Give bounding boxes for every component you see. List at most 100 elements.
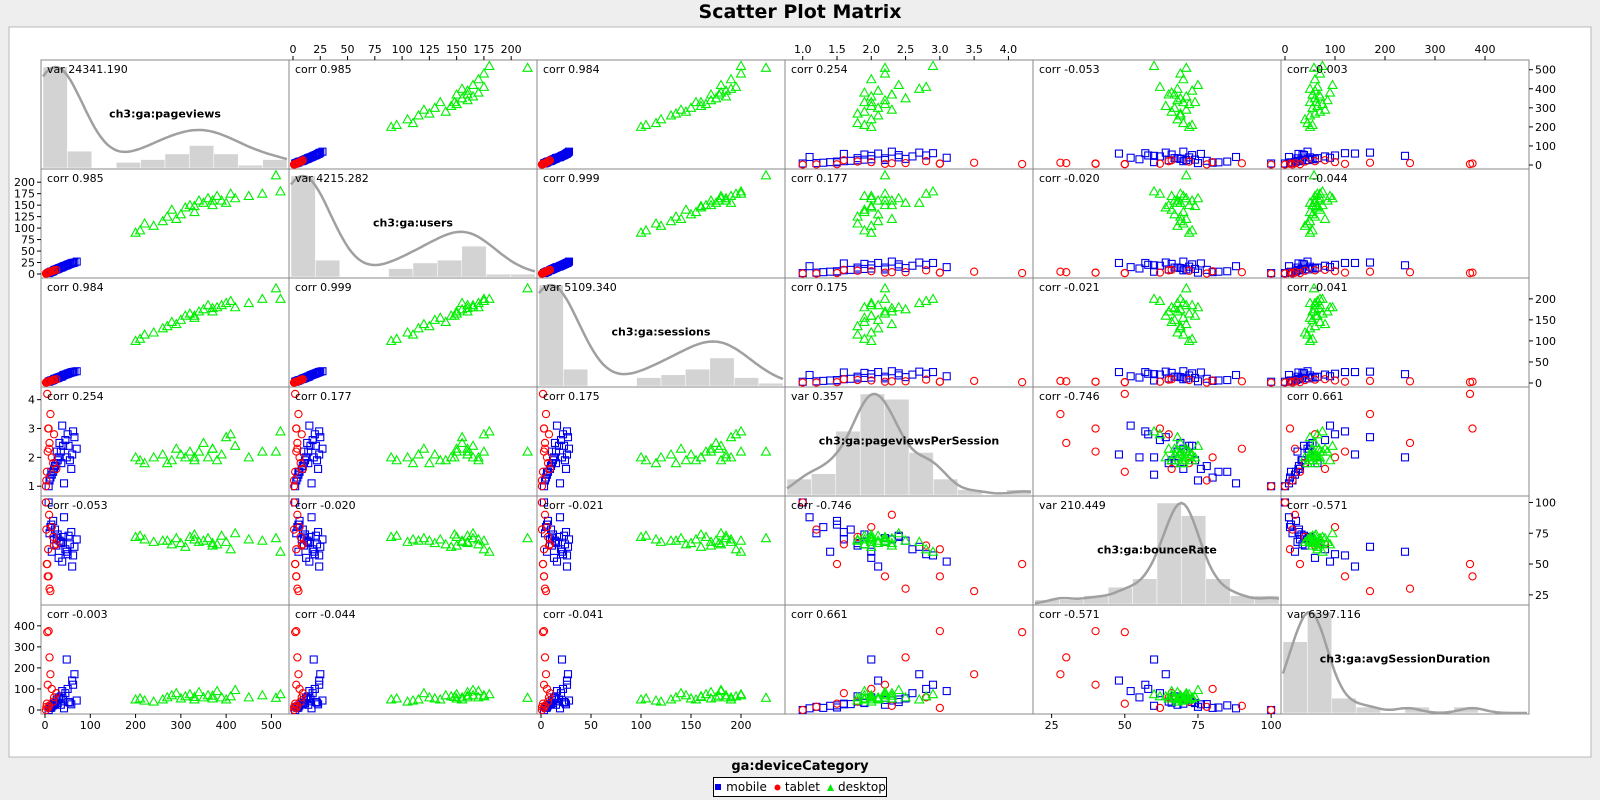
data-point-tablet bbox=[539, 572, 549, 581]
data-point-desktop bbox=[725, 197, 737, 207]
data-point-desktop bbox=[1304, 431, 1316, 442]
data-point-mobile bbox=[1161, 258, 1170, 267]
data-point-desktop bbox=[1177, 312, 1189, 322]
data-point-desktop bbox=[478, 293, 490, 303]
data-point-tablet bbox=[1300, 375, 1310, 385]
data-point-mobile bbox=[314, 527, 323, 537]
data-point-mobile bbox=[894, 260, 903, 269]
data-point-desktop bbox=[483, 425, 495, 436]
variable-name-label: ch3:ga:sessions bbox=[612, 326, 711, 339]
data-point-desktop bbox=[275, 185, 286, 196]
data-point-tablet bbox=[540, 510, 550, 519]
data-point-tablet bbox=[1185, 157, 1194, 166]
x-tick-label: 0 bbox=[1282, 43, 1289, 56]
data-point-tablet bbox=[1285, 159, 1295, 168]
data-point-desktop bbox=[865, 297, 877, 308]
y-tick-label: 400 bbox=[1535, 83, 1556, 96]
data-point-tablet bbox=[1285, 268, 1295, 277]
data-point-desktop bbox=[1160, 451, 1172, 462]
data-point-desktop bbox=[157, 448, 169, 459]
data-point-tablet bbox=[537, 525, 547, 534]
data-point-desktop bbox=[920, 690, 932, 701]
data-point-tablet bbox=[921, 157, 931, 166]
data-point-tablet bbox=[969, 267, 979, 276]
data-point-tablet bbox=[969, 670, 979, 679]
data-point-desktop bbox=[735, 425, 747, 436]
data-point-desktop bbox=[713, 194, 725, 205]
data-point-tablet bbox=[293, 377, 302, 386]
data-point-tablet bbox=[880, 572, 890, 581]
legend-item-tablet: tablet bbox=[773, 780, 820, 794]
data-point-desktop bbox=[872, 85, 884, 95]
data-point-tablet bbox=[44, 424, 53, 433]
data-point-mobile bbox=[559, 697, 569, 707]
data-point-desktop bbox=[467, 451, 479, 462]
data-point-tablet bbox=[1056, 670, 1065, 679]
data-point-tablet bbox=[935, 377, 945, 386]
data-point-mobile bbox=[69, 551, 78, 560]
data-point-desktop bbox=[1180, 282, 1192, 293]
data-point-mobile bbox=[1190, 155, 1200, 164]
data-point-desktop bbox=[675, 532, 687, 543]
data-point-mobile bbox=[550, 438, 560, 447]
data-point-desktop bbox=[665, 109, 677, 120]
correlation-label: corr 0.661 bbox=[1287, 390, 1344, 403]
data-point-desktop bbox=[188, 451, 200, 462]
data-point-desktop bbox=[735, 188, 747, 198]
data-point-desktop bbox=[695, 528, 707, 539]
data-point-desktop bbox=[872, 299, 884, 310]
data-point-desktop bbox=[1313, 194, 1325, 205]
data-point-desktop bbox=[886, 213, 898, 223]
x-tick-label: 50 bbox=[341, 43, 355, 56]
data-point-mobile bbox=[314, 700, 323, 709]
data-point-desktop bbox=[1308, 282, 1320, 293]
data-point-desktop bbox=[216, 299, 228, 310]
data-point-tablet bbox=[1266, 378, 1276, 387]
data-point-desktop bbox=[1166, 685, 1178, 696]
data-point-desktop bbox=[130, 335, 142, 345]
data-point-tablet bbox=[839, 540, 849, 549]
data-point-mobile bbox=[1214, 267, 1223, 276]
data-point-desktop bbox=[1327, 79, 1338, 90]
data-point-desktop bbox=[865, 73, 877, 84]
data-point-desktop bbox=[665, 535, 677, 545]
data-point-desktop bbox=[434, 96, 446, 107]
data-point-tablet bbox=[1310, 157, 1320, 166]
x-tick-label: 150 bbox=[681, 719, 702, 732]
data-point-tablet bbox=[44, 510, 54, 519]
histogram-bar bbox=[189, 145, 215, 169]
data-point-desktop bbox=[451, 88, 463, 99]
data-point-tablet bbox=[1465, 389, 1475, 399]
x-tick-label: 3.5 bbox=[965, 43, 983, 56]
data-point-tablet bbox=[541, 409, 551, 419]
data-point-mobile bbox=[59, 513, 69, 522]
correlation-label: corr -0.746 bbox=[791, 499, 852, 512]
data-point-tablet bbox=[1288, 476, 1297, 485]
data-point-desktop bbox=[148, 220, 160, 230]
data-point-mobile bbox=[1188, 369, 1197, 378]
data-point-mobile bbox=[72, 535, 81, 544]
data-point-desktop bbox=[1327, 192, 1338, 203]
correlation-label: corr -0.003 bbox=[47, 608, 108, 621]
data-point-mobile bbox=[58, 687, 67, 696]
data-point-mobile bbox=[1126, 687, 1135, 696]
data-point-desktop bbox=[720, 532, 732, 543]
data-point-desktop bbox=[865, 310, 877, 320]
histogram-bar bbox=[164, 153, 190, 169]
data-point-mobile bbox=[309, 453, 318, 462]
data-point-mobile bbox=[1340, 368, 1350, 377]
legend-marker-triangle-icon bbox=[826, 783, 834, 791]
data-point-desktop bbox=[402, 536, 413, 546]
data-point-tablet bbox=[46, 409, 55, 419]
data-point-desktop bbox=[1163, 88, 1175, 99]
data-point-mobile bbox=[64, 369, 73, 378]
y-tick-label: 4 bbox=[28, 394, 35, 407]
data-point-mobile bbox=[50, 464, 59, 473]
data-point-desktop bbox=[760, 692, 772, 702]
matrix-cell bbox=[40, 495, 290, 606]
data-point-mobile bbox=[314, 149, 323, 158]
data-point-desktop bbox=[402, 326, 413, 337]
data-point-desktop bbox=[1172, 431, 1183, 442]
data-point-desktop bbox=[483, 293, 495, 303]
data-point-mobile bbox=[315, 427, 324, 436]
